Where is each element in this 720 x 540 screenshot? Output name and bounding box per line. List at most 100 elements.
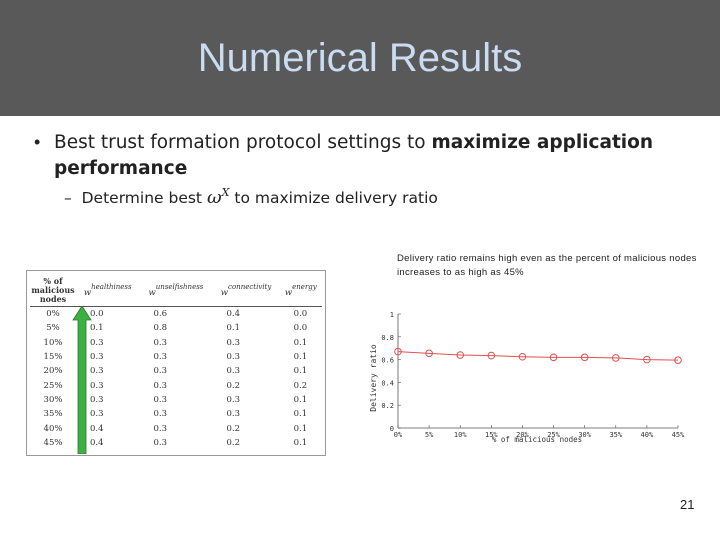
y-tick-label: 0.8 [381,334,394,342]
settings-table: % of malicious nodes whealthiness wunsel… [30,274,322,450]
series-line [397,351,679,361]
table-cell-percent: 10% [43,337,63,348]
table-cell-weight: 0.1 [90,323,104,334]
data-point [487,351,496,360]
table-cell-weight: 0.1 [293,394,308,405]
table-cell-weight: 0.3 [153,423,168,434]
table-row: 0% 0.0 0.6 0.4 0.0 [30,307,322,322]
table-row: 10% 0.3 0.3 0.3 0.1 [30,336,322,350]
table-cell-weight: 0.3 [226,337,240,348]
table-cell-weight: 0.0 [293,323,308,334]
table-row: 30% 0.3 0.3 0.3 0.1 [30,393,322,407]
table-cell-weight: 0.0 [90,309,104,320]
table-row: 15% 0.3 0.3 0.3 0.1 [30,350,322,364]
table-cell-weight: 0.1 [226,323,240,334]
table-cell-weight: 0.3 [90,380,104,391]
x-tick-label: 5% [425,431,434,439]
series-points [394,347,682,364]
table-cell-weight: 0.4 [90,437,104,448]
data-point [518,352,527,361]
annotation-text: Delivery ratio remains high even as the … [397,253,697,278]
data-point [456,351,465,359]
col-header-connectivity: wconnectivity [212,274,280,307]
data-point [611,354,620,362]
table-cell-weight: 0.1 [293,337,308,348]
data-point [425,349,433,358]
data-point [643,355,651,364]
table-cell-percent: 0% [46,309,60,320]
table-cell-weight: 0.3 [90,409,104,420]
table-cell-percent: 30% [43,394,63,405]
x-tick-label: 15% [485,431,498,439]
table-row: 40% 0.4 0.3 0.2 0.1 [30,421,322,435]
table-cell-weight: 0.3 [153,366,168,377]
table-cell-weight: 0.3 [90,394,104,405]
table-cell-weight: 0.2 [226,423,240,434]
x-tick-label: 10% [454,431,467,439]
table-cell-weight: 0.3 [153,352,168,363]
omega-symbol: ωX [206,186,230,208]
x-tick-label: 20% [516,431,529,439]
table-cell-weight: 0.1 [293,409,308,420]
x-tick-label: 30% [578,431,591,439]
x-tick-label: 25% [547,431,560,439]
data-point [549,353,558,362]
chart-x-label: % of malicious nodes [492,435,582,444]
table-cell-weight: 0.2 [226,437,240,448]
page-number: 21 [680,497,695,512]
table-cell-weight: 0.6 [153,309,168,320]
y-tick-label: 0.4 [381,379,394,387]
table-cell-weight: 0.1 [293,352,308,363]
x-tick-label: 35% [609,431,622,439]
table-cell-weight: 0.1 [293,366,308,377]
table-cell-percent: 25% [43,380,63,391]
table-cell-weight: 0.3 [226,366,240,377]
sub-bullet-suffix: to maximize delivery ratio [229,189,438,207]
table-body: 0% 0.0 0.6 0.4 0.0 5% 0.1 0.8 0.1 0.0 10% 0.3 0.3 0.3… [30,307,322,450]
table-cell-weight: 0.3 [226,352,240,363]
x-tick-label: 0% [394,431,403,439]
x-tick-label: 40% [641,431,654,439]
table-row: 45% 0.4 0.3 0.2 0.1 [30,436,322,450]
col-header-energy: wenergy [279,274,322,307]
bullet-text: Best trust formation protocol settings t… [54,130,654,182]
table-row: 25% 0.3 0.3 0.2 0.2 [30,378,322,392]
slide-title: Numerical Results [197,36,523,80]
table-cell-weight: 0.4 [90,423,104,434]
delivery-ratio-chart: 0 0.2 0.4 0.6 0.8 1 0% 5% 10% 15% 20% 25% 30% 35% 40%… [369,311,685,444]
table-cell-percent: 20% [43,366,63,377]
chart-x-ticks: 0% 5% 10% 15% 20% 25% 30% 35% 40% 45% [394,425,685,439]
col-header-healthiness: whealthiness [76,274,140,307]
slide-header: Numerical Results [0,0,720,116]
table-cell-weight: 0.3 [90,366,104,377]
y-tick-label: 0 [390,425,394,433]
data-point [580,353,589,362]
y-tick-label: 0.6 [381,357,394,365]
data-point [394,347,402,356]
data-point [674,356,682,364]
table-cell-percent: 40% [43,423,63,434]
table-cell-weight: 0.3 [153,409,168,420]
table-cell-weight: 0.3 [90,337,104,348]
table-cell-weight: 0.3 [153,394,168,405]
table-header-row: % of malicious nodes whealthiness wunsel… [30,274,322,307]
annotation-arrow [0,0,360,290]
table-cell-weight: 0.2 [293,380,308,391]
table-cell-weight: 0.2 [226,380,240,391]
table-cell-percent: 5% [46,323,60,334]
bullet-dot: • [34,132,41,152]
sub-bullet-prefix: Determine best [81,189,207,207]
sub-bullet: – Determine best ωX to maximize delivery… [64,186,438,208]
table-row: 20% 0.3 0.3 0.3 0.1 [30,364,322,378]
table-cell-weight: 0.1 [293,423,308,434]
table-cell-weight: 0.3 [153,337,168,348]
chart-axes [397,314,678,429]
table-cell-weight: 0.8 [153,323,168,334]
table-row: 5% 0.1 0.8 0.1 0.0 [30,321,322,335]
col-header-unselfishness: wunselfishness [139,274,213,307]
table-cell-weight: 0.3 [153,380,168,391]
table-cell-weight: 0.3 [226,409,240,420]
y-tick-label: 1 [390,311,394,319]
x-tick-label: 45% [672,431,685,439]
col-header-malicious: % of malicious nodes [30,274,76,307]
